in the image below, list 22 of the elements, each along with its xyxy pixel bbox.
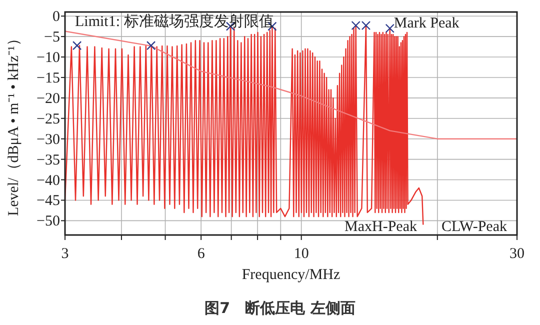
y-tick-label: −5 (44, 30, 60, 46)
y-tick-label: −30 (36, 132, 60, 148)
x-tick-label: 30 (510, 246, 524, 262)
y-tick-label: −15 (36, 70, 60, 86)
y-tick-label: −50 (36, 214, 60, 230)
annotation: Mark Peak (394, 15, 460, 32)
y-tick-label: −35 (36, 152, 60, 168)
x-axis-title: Frequency/MHz (242, 267, 340, 283)
annotation: CLW-Peak (441, 219, 508, 235)
annotation: Limit1: 标准磁场强度发射限值 (75, 13, 274, 30)
y-axis-title: Level/（dBμA • m⁻¹ • kHz⁻¹） (6, 30, 22, 216)
text: 图7 断低压电 左侧面 (204, 299, 356, 317)
y-tick-label: 0 (52, 9, 60, 26)
x-tick-label: 6 (197, 246, 206, 262)
x-tick-label: 10 (294, 246, 309, 262)
y-tick-label: −20 (36, 90, 60, 107)
y-tick-label: −25 (36, 111, 60, 128)
y-tick-label: −10 (36, 50, 60, 66)
y-tick-label: −45 (36, 193, 60, 210)
annotation: MaxH-Peak (344, 219, 418, 235)
y-tick-label: −40 (36, 172, 60, 189)
x-tick-label: 3 (61, 246, 69, 262)
